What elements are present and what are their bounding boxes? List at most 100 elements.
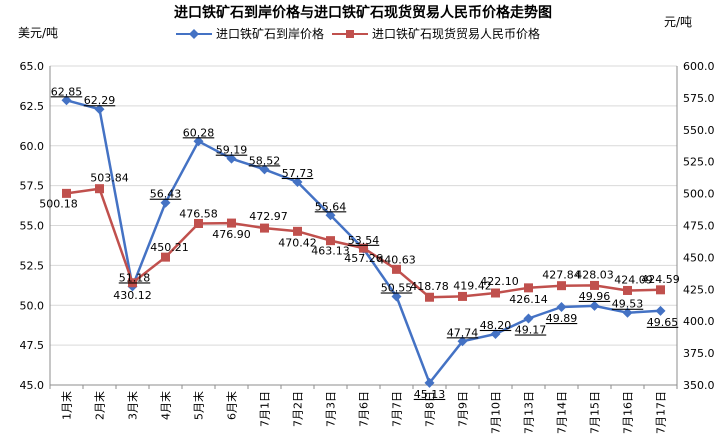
data-label: 424.09	[614, 273, 653, 286]
data-point	[160, 197, 171, 208]
data-point	[293, 226, 302, 236]
data-label: 60.28	[183, 126, 215, 139]
data-point	[292, 176, 303, 187]
data-label: 49.96	[579, 290, 611, 303]
data-label: 450.21	[150, 241, 189, 254]
data-point	[655, 305, 666, 316]
data-point	[259, 164, 270, 175]
x-tick-label: 7月14日	[556, 391, 569, 434]
data-label: 472.97	[249, 210, 288, 223]
data-label: 62.85	[51, 85, 83, 98]
series	[61, 95, 666, 388]
gridlines	[50, 65, 677, 386]
left-tick-label: 60.0	[20, 140, 45, 153]
x-axis-ticks: 1月末 2月末 3月末 4月末 5月末 6月末 7月1日 7月2日 7月3日 7月6日 7月7日 7月…	[60, 391, 668, 434]
data-label: 427.84	[542, 269, 581, 282]
x-tick-label: 2月末	[93, 391, 107, 420]
left-axis-unit: 美元/吨	[18, 26, 58, 40]
data-point	[95, 184, 104, 194]
data-label: 47.74	[447, 326, 479, 339]
x-tick-label: 7月8日	[424, 391, 437, 427]
right-axis-unit: 元/吨	[664, 15, 692, 29]
right-tick-label: 575.0	[683, 92, 715, 105]
data-label: 62.29	[84, 94, 116, 107]
left-tick-label: 50.0	[20, 299, 45, 312]
data-point	[326, 236, 335, 246]
data-label: 440.63	[377, 253, 416, 266]
data-point	[61, 95, 72, 106]
data-point	[590, 280, 599, 290]
data-label: 49.89	[546, 312, 578, 325]
data-label: 49.53	[612, 298, 644, 311]
left-tick-label: 55.0	[20, 220, 45, 233]
x-tick-label: 7月1日	[259, 391, 272, 427]
data-label: 476.90	[212, 228, 251, 241]
left-tick-label: 57.5	[20, 180, 45, 193]
data-point	[226, 153, 237, 164]
data-point	[557, 281, 566, 291]
data-point	[260, 223, 269, 233]
legend-label-cif: 进口铁矿石到岸价格	[216, 26, 324, 41]
x-tick-label: 7月3日	[325, 391, 338, 427]
right-tick-label: 500.0	[683, 188, 715, 201]
data-label: 457.26	[344, 252, 383, 265]
data-label: 470.42	[278, 236, 317, 249]
data-point	[556, 302, 567, 313]
x-tick-label: 4月末	[159, 391, 173, 420]
data-point	[490, 328, 501, 339]
x-tick-label: 1月末	[60, 391, 74, 420]
left-tick-label: 45.0	[20, 379, 45, 392]
left-axis-ticks: 45.0 47.5 50.0 52.5 55.0 57.5 60.0 62.5 65.0	[20, 60, 45, 392]
data-point	[623, 285, 632, 295]
x-tick-label: 7月2日	[292, 391, 305, 427]
right-tick-label: 525.0	[683, 156, 715, 169]
data-label: 419.42	[453, 279, 492, 292]
x-tick-label: 7月17日	[655, 391, 668, 434]
data-label: 55.64	[315, 200, 347, 213]
data-point	[193, 136, 204, 147]
data-label: 426.14	[509, 293, 548, 306]
right-tick-label: 375.0	[683, 347, 715, 360]
data-point	[457, 336, 468, 347]
data-label: 53.54	[348, 234, 380, 247]
data-label: 503.84	[90, 172, 129, 185]
data-label: 57.73	[282, 167, 314, 180]
left-tick-label: 47.5	[20, 339, 45, 352]
data-label: 476.58	[179, 207, 218, 220]
x-tick-label: 5月末	[192, 391, 206, 420]
data-label: 424.59	[641, 273, 680, 286]
left-tick-label: 62.5	[20, 100, 45, 113]
right-tick-label: 600.0	[683, 60, 715, 73]
data-point	[622, 307, 633, 318]
right-tick-label: 450.0	[683, 251, 715, 264]
data-point	[425, 292, 434, 302]
data-label: 49.17	[515, 323, 547, 336]
data-point	[524, 283, 533, 293]
data-point	[523, 313, 534, 324]
chart-title: 进口铁矿石到岸价格与进口铁矿石现货贸易人民币价格走势图	[174, 4, 552, 21]
legend: 进口铁矿石到岸价格 进口铁矿石现货贸易人民币价格	[176, 26, 540, 41]
x-tick-label: 7月6日	[358, 391, 371, 427]
data-label: 48.20	[480, 319, 512, 332]
data-label: 418.78	[410, 280, 449, 293]
left-tick-label: 52.5	[20, 259, 45, 272]
data-label: 463.13	[311, 245, 350, 258]
right-axis-ticks: 350.0 375.0 400.0 425.0 450.0 475.0 500.0 525.0…	[683, 60, 715, 392]
data-point	[62, 188, 71, 198]
x-tick-label: 7月16日	[622, 391, 635, 434]
legend-marker-rmb	[346, 30, 354, 38]
data-point	[128, 278, 137, 288]
data-point	[424, 377, 435, 388]
right-tick-label: 550.0	[683, 124, 715, 137]
right-tick-label: 475.0	[683, 220, 715, 233]
data-label: 59.19	[216, 144, 248, 157]
data-label: 428.03	[575, 268, 614, 281]
data-point	[359, 243, 368, 253]
data-label: 45.13	[414, 388, 446, 401]
data-point	[161, 252, 170, 262]
x-tick-label: 7月13日	[523, 391, 536, 434]
data-point	[325, 210, 336, 221]
legend-marker-cif	[189, 29, 199, 39]
x-tick-label: 7月9日	[457, 391, 470, 427]
